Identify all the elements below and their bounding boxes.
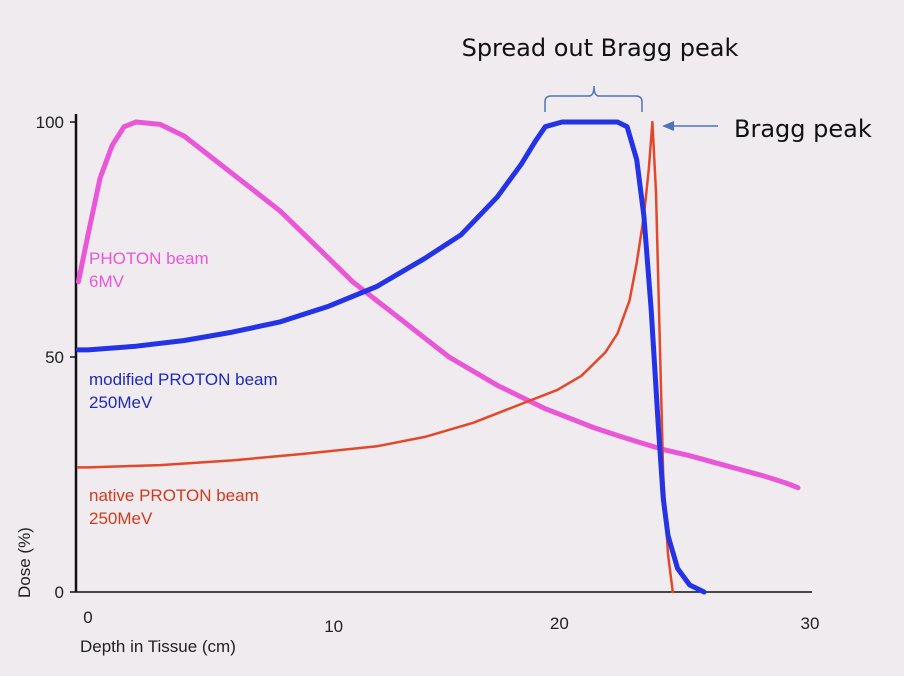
x-tick-label: 30 bbox=[801, 614, 820, 633]
annotations: Spread out Bragg peak Bragg peak bbox=[462, 34, 872, 143]
series-label-line: PHOTON beam bbox=[89, 249, 209, 268]
y-tick-label: 100 bbox=[36, 113, 64, 132]
photon-curve bbox=[75, 119, 801, 491]
modified-proton-label: modified PROTON beam 250MeV bbox=[89, 370, 278, 412]
series-label-line: 250MeV bbox=[89, 509, 153, 528]
x-tick-label: 0 bbox=[83, 608, 92, 627]
y-axis-title: Dose (%) bbox=[15, 527, 34, 598]
dose-curves bbox=[75, 119, 801, 595]
series-label-line: 6MV bbox=[89, 272, 125, 291]
photon-label: PHOTON beam 6MV bbox=[89, 249, 209, 291]
x-axis-title: Depth in Tissue (cm) bbox=[80, 637, 236, 656]
series-label-line: 250MeV bbox=[89, 393, 153, 412]
series-label-line: native PROTON beam bbox=[89, 486, 259, 505]
bragg-peak-annotation-text: Bragg peak bbox=[734, 115, 872, 143]
y-tick-label: 50 bbox=[45, 348, 64, 367]
series-label-line: modified PROTON beam bbox=[89, 370, 278, 389]
native-proton-curve bbox=[77, 120, 675, 594]
series-labels: PHOTON beam 6MV modified PROTON beam 250MeV… bbox=[89, 249, 278, 528]
sobp-bracket bbox=[544, 85, 643, 112]
x-tick-label: 10 bbox=[324, 617, 343, 636]
y-tick-label: 0 bbox=[55, 583, 64, 602]
axes: 0 50 100 0 10 20 30 Depth in Tissue (cm) Dose (%… bbox=[15, 113, 819, 656]
x-tick-label: 20 bbox=[550, 614, 569, 633]
native-proton-label: native PROTON beam 250MeV bbox=[89, 486, 259, 528]
modified-proton-curve bbox=[75, 119, 707, 595]
bragg-peak-arrow-head bbox=[662, 121, 674, 131]
sobp-annotation-text: Spread out Bragg peak bbox=[462, 34, 739, 62]
